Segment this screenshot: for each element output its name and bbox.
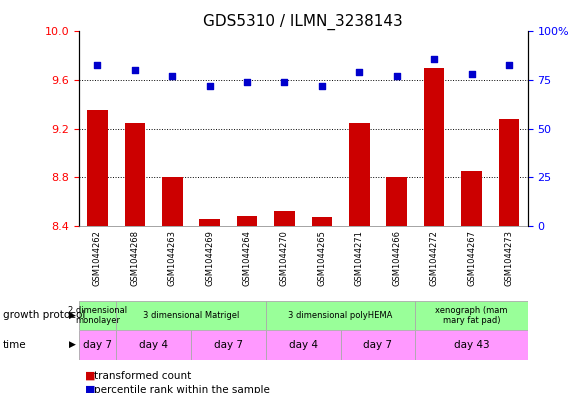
Text: GSM1044270: GSM1044270 <box>280 230 289 286</box>
Text: day 7: day 7 <box>363 340 392 350</box>
Text: xenograph (mam
mary fat pad): xenograph (mam mary fat pad) <box>436 306 508 325</box>
Bar <box>116 330 191 360</box>
Bar <box>415 330 528 360</box>
Bar <box>87 110 108 226</box>
Text: percentile rank within the sample: percentile rank within the sample <box>94 385 271 393</box>
Text: day 7: day 7 <box>214 340 243 350</box>
Text: ▶: ▶ <box>69 340 76 349</box>
Bar <box>415 301 528 330</box>
Text: GSM1044262: GSM1044262 <box>93 230 102 286</box>
Bar <box>424 68 444 226</box>
Text: day 4: day 4 <box>139 340 168 350</box>
Bar <box>199 219 220 226</box>
Point <box>467 71 476 77</box>
Point <box>280 79 289 85</box>
Text: growth protocol: growth protocol <box>3 310 85 320</box>
Text: GSM1044269: GSM1044269 <box>205 230 214 286</box>
Point <box>392 73 401 79</box>
Title: GDS5310 / ILMN_3238143: GDS5310 / ILMN_3238143 <box>203 14 403 30</box>
Point <box>354 69 364 75</box>
Text: day 43: day 43 <box>454 340 489 350</box>
Bar <box>340 330 415 360</box>
Bar <box>79 301 116 330</box>
Bar <box>79 330 116 360</box>
Text: GSM1044266: GSM1044266 <box>392 230 401 286</box>
Point <box>430 55 439 62</box>
Text: 3 dimensional Matrigel: 3 dimensional Matrigel <box>143 311 239 320</box>
Text: ▶: ▶ <box>69 311 76 320</box>
Bar <box>387 177 407 226</box>
Bar <box>237 216 257 226</box>
Text: time: time <box>3 340 27 350</box>
Bar <box>498 119 519 226</box>
Bar <box>162 177 182 226</box>
Text: GSM1044271: GSM1044271 <box>355 230 364 286</box>
Text: GSM1044263: GSM1044263 <box>168 230 177 286</box>
Text: GSM1044264: GSM1044264 <box>243 230 251 286</box>
Bar <box>116 301 266 330</box>
Point <box>504 61 514 68</box>
Text: transformed count: transformed count <box>94 371 192 381</box>
Text: GSM1044272: GSM1044272 <box>430 230 438 286</box>
Point <box>317 83 326 89</box>
Text: day 7: day 7 <box>83 340 112 350</box>
Text: GSM1044267: GSM1044267 <box>467 230 476 286</box>
Text: 3 dimensional polyHEMA: 3 dimensional polyHEMA <box>289 311 393 320</box>
Bar <box>274 211 295 226</box>
Bar <box>349 123 370 226</box>
Bar <box>461 171 482 226</box>
Text: ■: ■ <box>85 385 95 393</box>
Point <box>130 67 139 73</box>
Point <box>205 83 215 89</box>
Point <box>243 79 252 85</box>
Bar <box>311 217 332 226</box>
Text: GSM1044268: GSM1044268 <box>131 230 139 286</box>
Point <box>167 73 177 79</box>
Point <box>93 61 102 68</box>
Bar <box>266 301 415 330</box>
Text: GSM1044273: GSM1044273 <box>504 230 514 286</box>
Text: day 4: day 4 <box>289 340 318 350</box>
Text: GSM1044265: GSM1044265 <box>317 230 326 286</box>
Text: ■: ■ <box>85 371 95 381</box>
Text: 2 dimensional
monolayer: 2 dimensional monolayer <box>68 306 127 325</box>
Bar <box>266 330 340 360</box>
Bar <box>191 330 266 360</box>
Bar <box>125 123 145 226</box>
